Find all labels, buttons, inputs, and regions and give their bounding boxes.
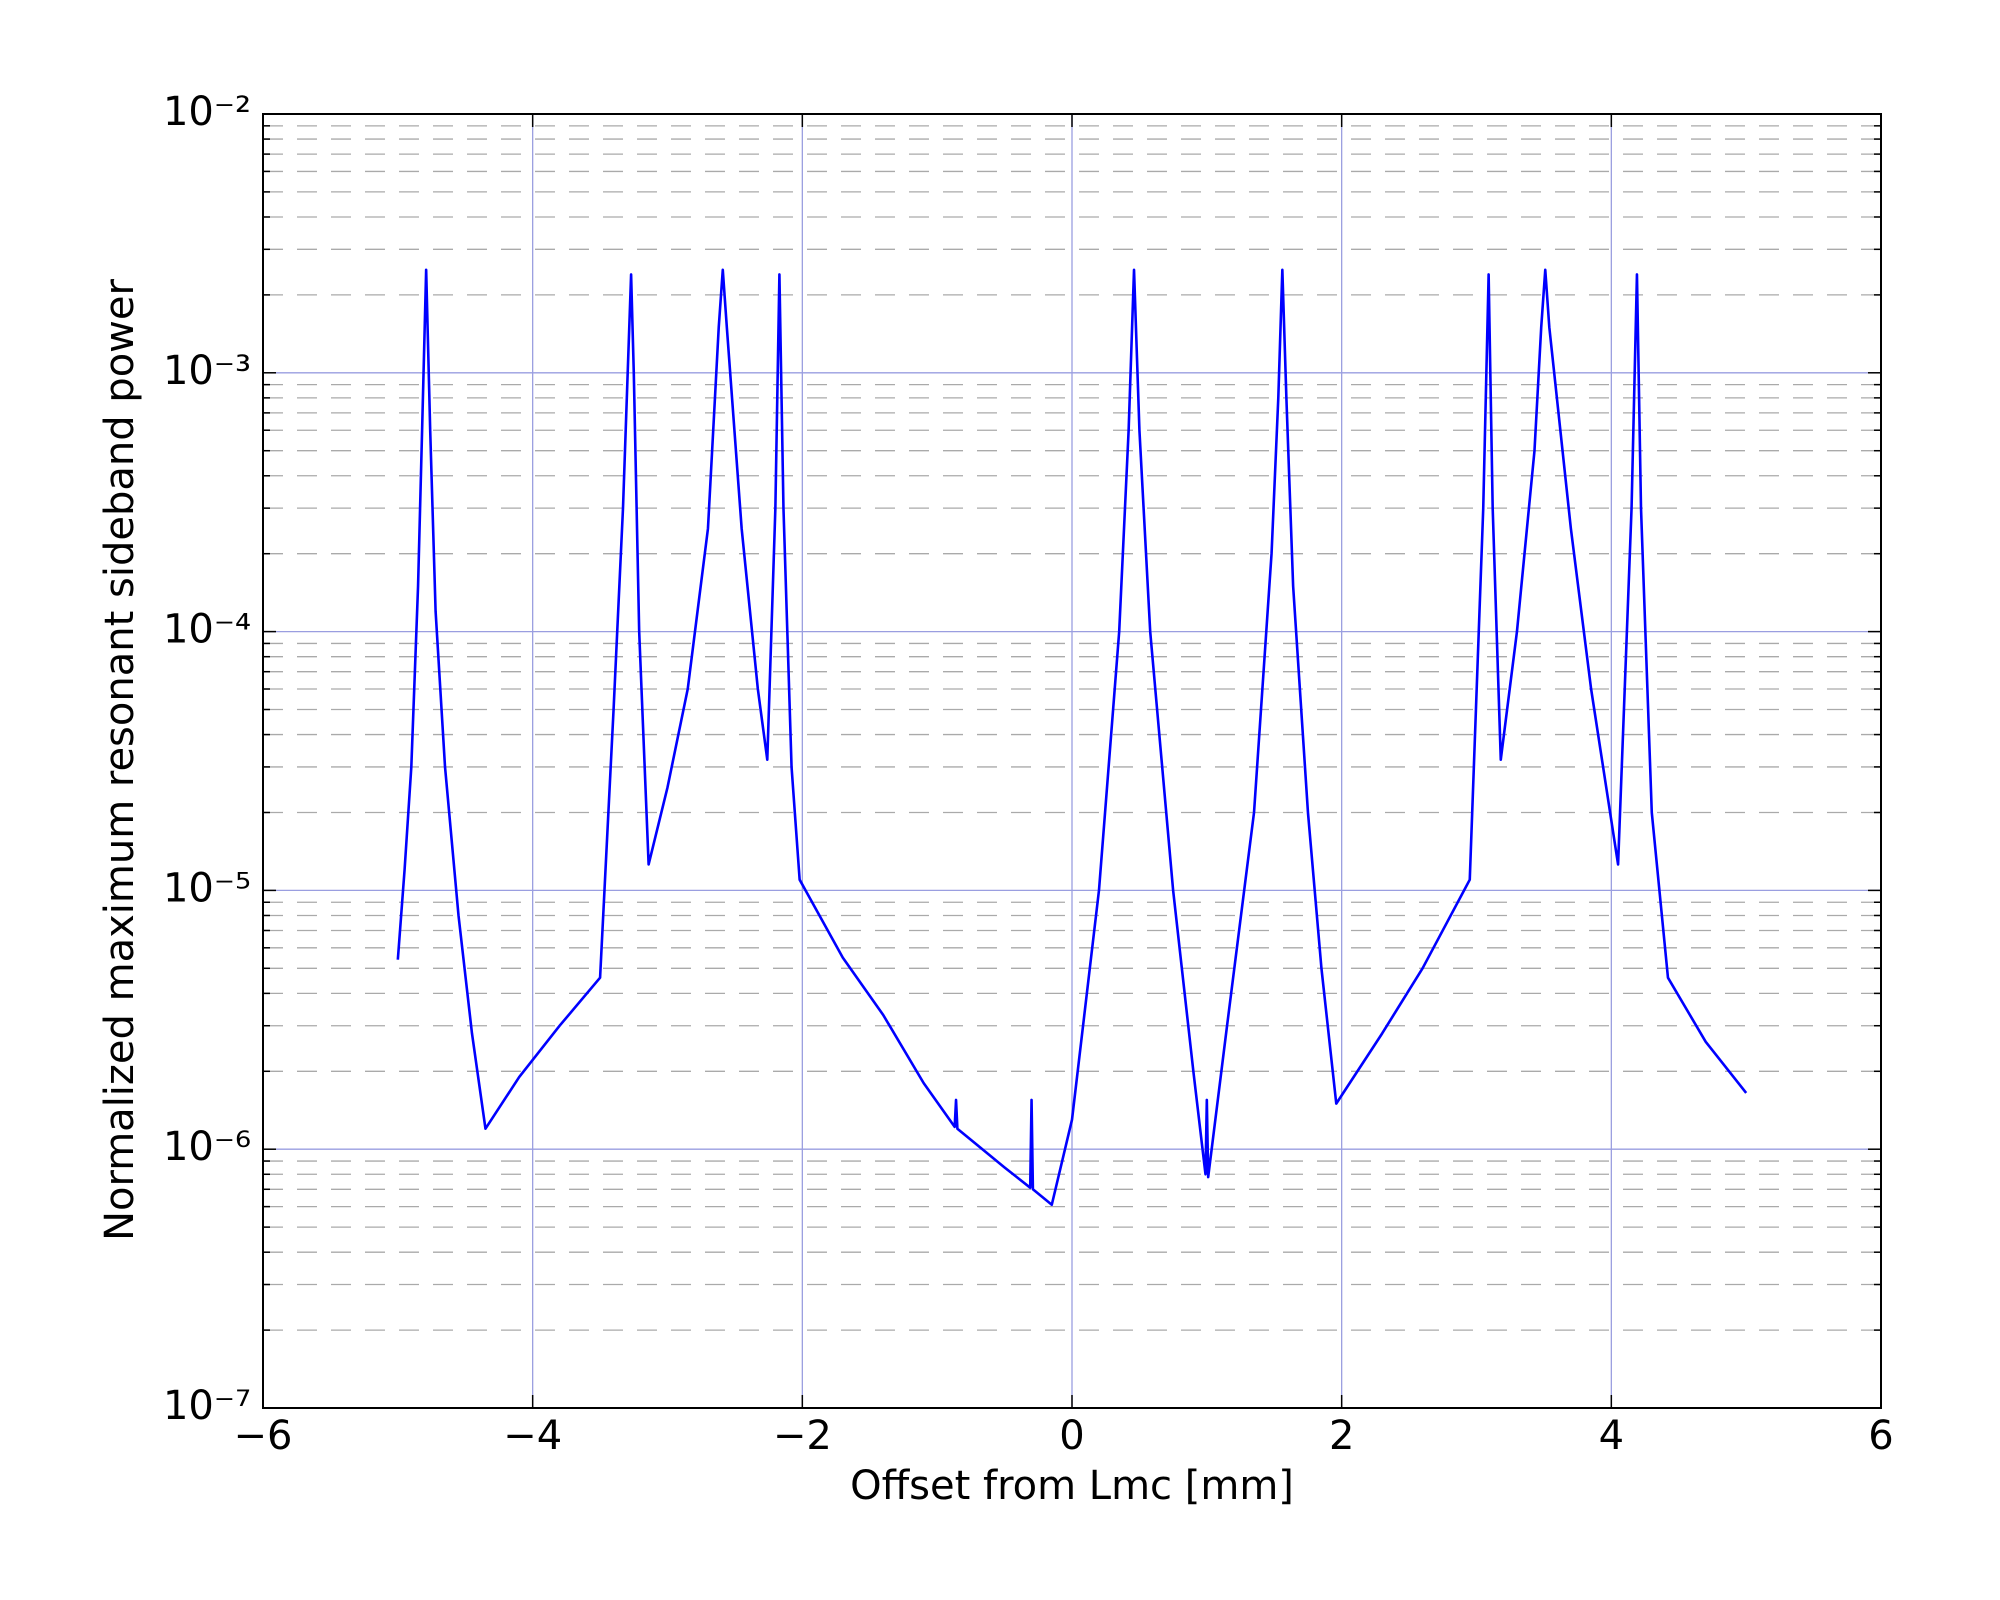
x-tick-label: 6 <box>1868 1413 1893 1459</box>
y-tick-label: 10⁻⁶ <box>163 1124 251 1170</box>
x-tick-label: −6 <box>234 1413 293 1459</box>
x-tick-label: 0 <box>1059 1413 1084 1459</box>
data-line <box>396 268 1748 1207</box>
x-axis-label: Offset from Lmc [mm] <box>850 1463 1294 1509</box>
x-tick-label: −4 <box>503 1413 562 1459</box>
x-tick-label: 4 <box>1599 1413 1624 1459</box>
y-axis-label: Normalized maximum resonant sideband pow… <box>97 279 143 1241</box>
y-tick-label: 10⁻⁷ <box>163 1383 251 1429</box>
x-tick-label: 2 <box>1329 1413 1354 1459</box>
y-tick-label: 10⁻³ <box>163 348 251 394</box>
y-tick-label: 10⁻⁴ <box>163 607 251 653</box>
y-tick-label: 10⁻⁵ <box>163 865 251 911</box>
x-tick-label: −2 <box>773 1413 832 1459</box>
plot-frame <box>262 113 1882 1409</box>
y-tick-label: 10⁻² <box>163 89 251 135</box>
